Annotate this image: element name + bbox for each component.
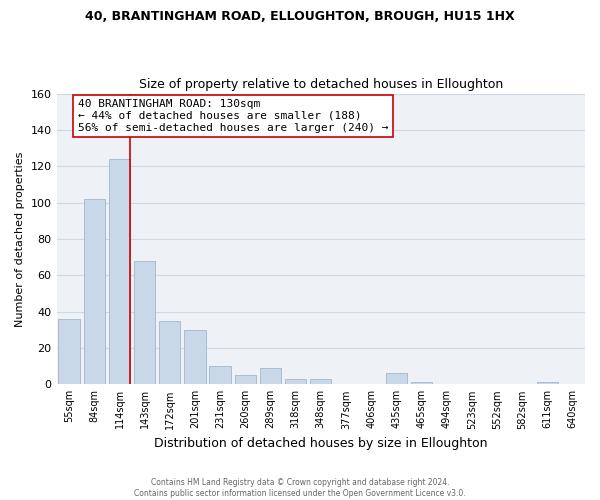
Bar xyxy=(411,382,432,384)
Bar xyxy=(134,260,155,384)
Title: Size of property relative to detached houses in Elloughton: Size of property relative to detached ho… xyxy=(139,78,503,91)
Bar xyxy=(536,382,558,384)
Bar xyxy=(386,374,407,384)
X-axis label: Distribution of detached houses by size in Elloughton: Distribution of detached houses by size … xyxy=(154,437,488,450)
Bar xyxy=(109,159,130,384)
Bar xyxy=(83,199,105,384)
Bar xyxy=(58,319,80,384)
Bar xyxy=(159,320,181,384)
Bar xyxy=(260,368,281,384)
Text: 40, BRANTINGHAM ROAD, ELLOUGHTON, BROUGH, HU15 1HX: 40, BRANTINGHAM ROAD, ELLOUGHTON, BROUGH… xyxy=(85,10,515,23)
Bar xyxy=(209,366,231,384)
Y-axis label: Number of detached properties: Number of detached properties xyxy=(15,151,25,326)
Bar xyxy=(285,379,307,384)
Text: 40 BRANTINGHAM ROAD: 130sqm
← 44% of detached houses are smaller (188)
56% of se: 40 BRANTINGHAM ROAD: 130sqm ← 44% of det… xyxy=(77,100,388,132)
Bar xyxy=(310,379,331,384)
Text: Contains HM Land Registry data © Crown copyright and database right 2024.
Contai: Contains HM Land Registry data © Crown c… xyxy=(134,478,466,498)
Bar xyxy=(184,330,206,384)
Bar xyxy=(235,375,256,384)
